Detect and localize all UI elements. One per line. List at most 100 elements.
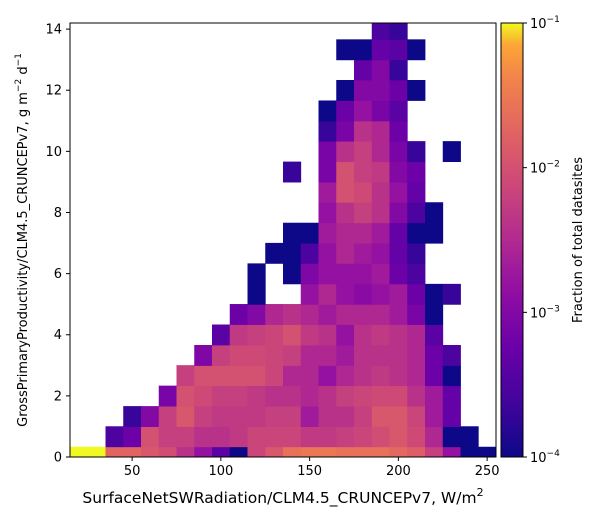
heatmap-cell (407, 304, 426, 325)
heatmap-cell (389, 324, 408, 346)
y-tick-label: 4 (54, 328, 62, 343)
heatmap-cell (371, 324, 390, 346)
heatmap-cell (336, 120, 355, 142)
heatmap-cell (176, 406, 195, 427)
colorbar-tick-label: 10−2 (530, 160, 560, 177)
heatmap-cell (265, 344, 284, 366)
heatmap-cell (123, 446, 142, 457)
heatmap-cell (212, 344, 231, 366)
heatmap-cell (371, 385, 390, 407)
heatmap-cell (371, 141, 390, 163)
heatmap-cell (336, 39, 355, 61)
heatmap-cell (407, 324, 426, 346)
heatmap-cell (354, 80, 373, 101)
heatmap-cell (371, 80, 390, 101)
heatmap-cell (212, 426, 231, 448)
heatmap-cell (247, 263, 266, 285)
heatmap-cell (176, 365, 195, 387)
heatmap-cell (283, 304, 302, 325)
heatmap-cell (354, 202, 373, 224)
heatmap-cell (265, 426, 284, 448)
heatmap-cell (354, 120, 373, 142)
heatmap-cell (158, 446, 177, 457)
heatmap-cell (371, 39, 390, 61)
heatmap-cell (283, 161, 302, 183)
heatmap-cell (407, 202, 426, 224)
heatmap-cell (389, 161, 408, 183)
heatmap-cell (407, 426, 426, 448)
heatmap-cell (300, 426, 319, 448)
heatmap-cell (158, 406, 177, 427)
heatmap-cell (389, 39, 408, 61)
heatmap-cell (371, 222, 390, 244)
heatmap-cell (229, 324, 248, 346)
heatmap-cell (371, 202, 390, 224)
heatmap-cell (407, 242, 426, 264)
y-tick-label: 6 (54, 267, 62, 282)
heatmap-cell (194, 426, 213, 448)
y-tick-label: 10 (45, 145, 62, 160)
heatmap-cell (354, 222, 373, 244)
heatmap-cell (336, 161, 355, 183)
heatmap-cell (300, 242, 319, 264)
heatmap-cell (354, 59, 373, 81)
heatmap-cell (283, 406, 302, 427)
heatmap-cell (389, 385, 408, 407)
heatmap-cell (176, 385, 195, 407)
x-tick-label: 150 (297, 464, 322, 479)
heatmap-cell (371, 100, 390, 122)
heatmap-cell (194, 344, 213, 366)
heatmap-cell (336, 222, 355, 244)
heatmap-cell (300, 304, 319, 325)
x-axis-ticks: 50 100 150 200 250 (124, 457, 500, 479)
x-tick-label: 100 (208, 464, 233, 479)
heatmap-cell (442, 365, 461, 387)
heatmap-cell (194, 446, 213, 457)
heatmap-cell (247, 406, 266, 427)
heatmap-cell (229, 365, 248, 387)
heatmap-cell (389, 365, 408, 387)
heatmap-cell (354, 365, 373, 387)
heatmap-cell (389, 100, 408, 122)
heatmap-cell (123, 426, 142, 448)
heatmap-cell (70, 446, 89, 457)
heatmap-cell (336, 304, 355, 325)
heatmap-cell (336, 181, 355, 203)
y-axis-label: GrossPrimaryProductivity/CLM4.5_CRUNCEPv… (14, 53, 31, 427)
heatmap-cell (318, 141, 337, 163)
heatmap-cell (158, 426, 177, 448)
heatmap-cell (318, 304, 337, 325)
heatmap-cell (371, 304, 390, 325)
heatmap-cell (407, 263, 426, 285)
heatmap-cell (389, 80, 408, 101)
heatmap-cell (176, 446, 195, 457)
y-tick-label: 0 (54, 451, 62, 466)
heatmap-cell (300, 385, 319, 407)
heatmap-cell (283, 222, 302, 244)
heatmap-cell (371, 242, 390, 264)
heatmap-cell (87, 446, 106, 457)
heatmap-cell (336, 283, 355, 305)
heatmap-cell (389, 181, 408, 203)
heatmap-cell (247, 385, 266, 407)
heatmap-cell (212, 365, 231, 387)
heatmap-cell (247, 283, 266, 305)
heatmap-cell (460, 446, 479, 457)
x-tick-label: 250 (475, 464, 500, 479)
heatmap-cell (229, 446, 248, 457)
colorbar-label: Fraction of total datasites (571, 157, 586, 323)
colorbar (500, 22, 524, 458)
y-tick-label: 8 (54, 206, 62, 221)
heatmap-cell (265, 446, 284, 457)
heatmap-cell (336, 385, 355, 407)
heatmap-cell (336, 365, 355, 387)
heatmap-cell (354, 344, 373, 366)
heatmap-cell (336, 100, 355, 122)
heatmap-cell (389, 283, 408, 305)
heatmap-cell (158, 385, 177, 407)
heatmap-cell (389, 446, 408, 457)
plot-frame (69, 22, 497, 458)
heatmap-cell (141, 446, 160, 457)
heatmap-cell (389, 23, 408, 40)
